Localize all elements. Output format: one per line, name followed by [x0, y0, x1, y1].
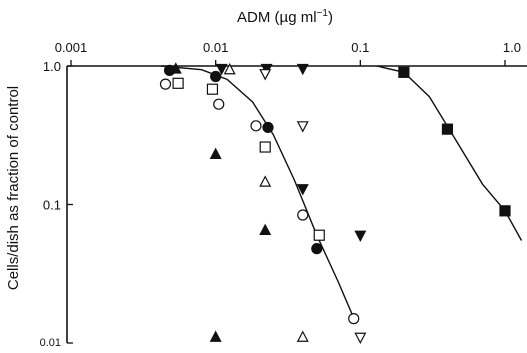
filled-triangle-down-marker	[354, 230, 367, 243]
filled-triangle-up-marker	[259, 223, 272, 236]
x-axis-title-unit: µg ml	[280, 9, 317, 26]
x-axis-title-exponent: −1	[317, 8, 329, 19]
filled-triangle-down-marker	[215, 63, 228, 76]
y-axis-title: Cells/dish as fraction of control	[5, 86, 22, 290]
filled-circle-marker	[311, 243, 323, 255]
open-triangle-up-marker	[259, 175, 272, 187]
x-axis-title-close: )	[328, 9, 333, 26]
open-triangle-down-marker	[354, 332, 367, 345]
fitted-curve	[161, 65, 353, 315]
open-circle-marker	[159, 78, 172, 90]
filled-triangle-up-marker	[209, 147, 222, 160]
filled-triangle-down-marker	[296, 184, 309, 196]
filled-square-marker	[441, 123, 454, 135]
open-square-marker	[206, 83, 219, 95]
y-tick-label: 0.01	[40, 337, 61, 349]
open-circle-marker	[250, 120, 262, 132]
open-square-marker	[172, 77, 184, 89]
filled-circle-marker	[262, 121, 274, 134]
open-square-marker	[259, 141, 271, 153]
open-circle-marker	[348, 313, 360, 325]
open-triangle-down-marker	[296, 121, 309, 133]
filled-square-marker	[398, 66, 410, 78]
open-square-marker	[313, 229, 325, 241]
x-axis-title-main: ADM (	[237, 9, 280, 26]
open-circle-marker	[297, 209, 309, 221]
filled-triangle-down-marker	[296, 63, 309, 76]
x-tick-label: 0.01	[203, 40, 228, 55]
open-triangle-up-marker	[223, 62, 236, 75]
open-triangle-up-marker	[296, 330, 309, 342]
x-axis-title: ADM (µg ml−1)	[237, 8, 333, 26]
filled-square-marker	[499, 205, 511, 217]
data-points	[159, 62, 511, 345]
axis-ticks: 0.001 0.01 0.1 1.0 0.01 0.1 1.0	[40, 40, 521, 349]
open-triangle-down-marker	[259, 69, 272, 81]
x-tick-label: 0.001	[55, 40, 88, 55]
open-circle-marker	[213, 98, 225, 110]
y-tick-label: 0.1	[43, 198, 61, 213]
y-tick-label: 1.0	[43, 59, 61, 74]
filled-triangle-up-marker	[169, 62, 182, 74]
x-tick-label: 0.1	[351, 40, 369, 55]
filled-triangle-up-marker	[209, 330, 222, 342]
x-tick-label: 1.0	[503, 40, 521, 55]
filled-circle-marker	[210, 70, 222, 83]
